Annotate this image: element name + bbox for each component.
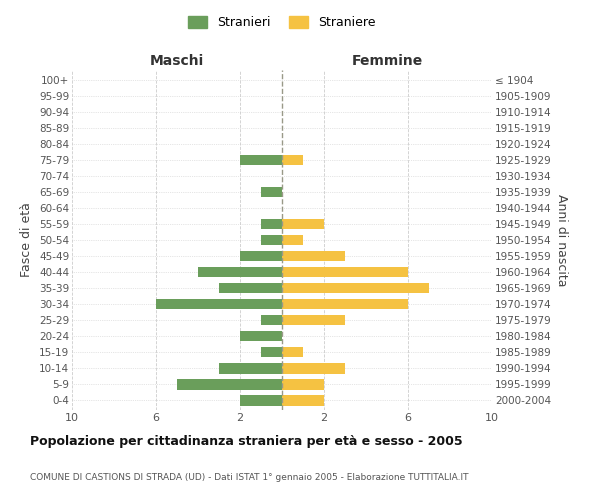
Bar bbox=[219, 363, 282, 374]
Bar bbox=[282, 154, 303, 165]
Bar bbox=[282, 315, 345, 326]
Bar bbox=[282, 283, 429, 294]
Bar bbox=[198, 267, 282, 278]
Bar bbox=[240, 331, 282, 342]
Text: COMUNE DI CASTIONS DI STRADA (UD) - Dati ISTAT 1° gennaio 2005 - Elaborazione TU: COMUNE DI CASTIONS DI STRADA (UD) - Dati… bbox=[30, 473, 469, 482]
Bar bbox=[282, 347, 303, 358]
Text: Maschi: Maschi bbox=[150, 54, 204, 68]
Bar bbox=[261, 347, 282, 358]
Bar bbox=[240, 154, 282, 165]
Bar bbox=[282, 363, 345, 374]
Bar bbox=[261, 235, 282, 245]
Bar bbox=[156, 299, 282, 310]
Bar bbox=[282, 235, 303, 245]
Bar bbox=[240, 251, 282, 261]
Bar bbox=[261, 315, 282, 326]
Bar bbox=[240, 395, 282, 406]
Text: Femmine: Femmine bbox=[352, 54, 422, 68]
Y-axis label: Fasce di età: Fasce di età bbox=[20, 202, 34, 278]
Bar bbox=[282, 218, 324, 229]
Bar bbox=[261, 186, 282, 197]
Bar bbox=[282, 267, 408, 278]
Legend: Stranieri, Straniere: Stranieri, Straniere bbox=[184, 11, 380, 34]
Y-axis label: Anni di nascita: Anni di nascita bbox=[555, 194, 568, 286]
Bar bbox=[282, 251, 345, 261]
Bar bbox=[282, 379, 324, 390]
Bar bbox=[282, 299, 408, 310]
Bar bbox=[261, 218, 282, 229]
Bar bbox=[177, 379, 282, 390]
Bar bbox=[282, 395, 324, 406]
Text: Popolazione per cittadinanza straniera per età e sesso - 2005: Popolazione per cittadinanza straniera p… bbox=[30, 435, 463, 448]
Bar bbox=[219, 283, 282, 294]
